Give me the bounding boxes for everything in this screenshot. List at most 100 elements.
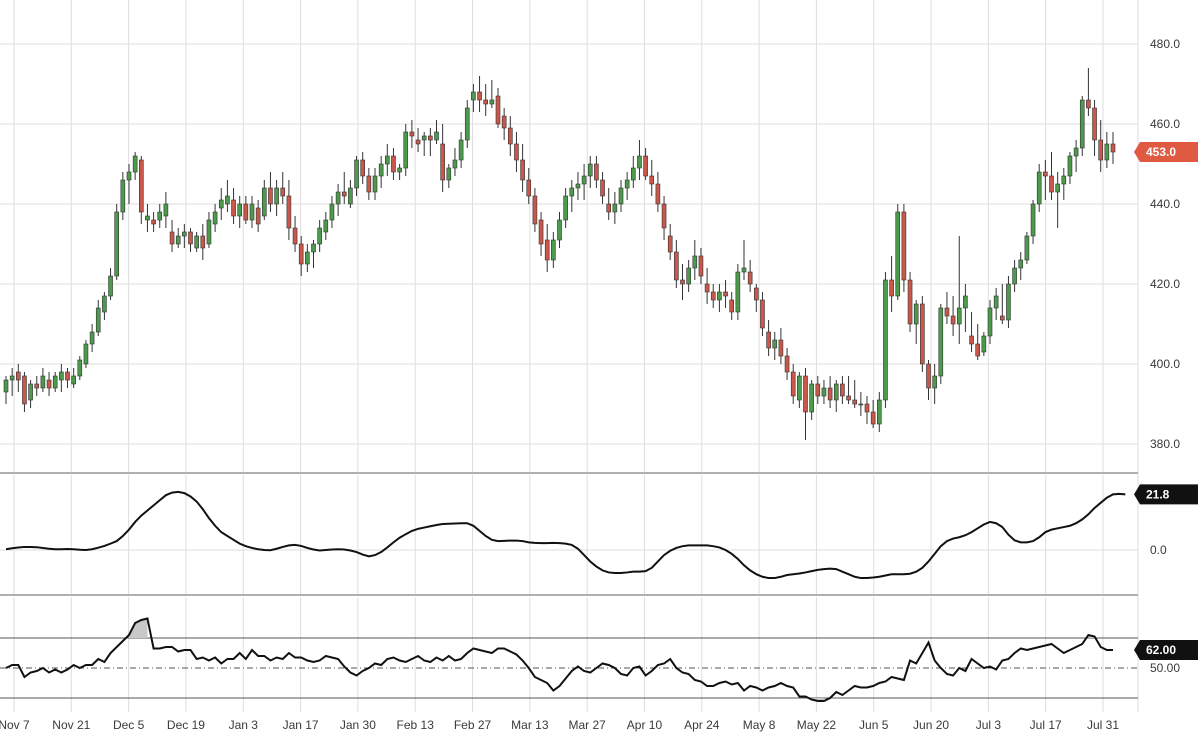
candle-body: [747, 271, 753, 285]
x-tick-label: Jan 30: [340, 718, 376, 732]
candle-body: [520, 159, 525, 181]
candle: [723, 280, 728, 308]
last-price-badge-shape: [1134, 142, 1198, 162]
candle-body: [680, 279, 685, 285]
candle: [661, 196, 667, 240]
candle: [34, 376, 40, 396]
candle-body: [594, 163, 599, 181]
candle-body: [22, 375, 27, 405]
x-tick-label: Apr 10: [627, 718, 663, 732]
candle: [938, 304, 944, 384]
x-tick-label: Jul 31: [1087, 718, 1119, 732]
rsi-value-badge-text: 62.00: [1146, 643, 1176, 657]
candle: [1049, 152, 1054, 200]
candle: [403, 124, 409, 176]
candle: [243, 196, 249, 224]
candle: [1092, 100, 1097, 156]
candle-body: [108, 275, 113, 297]
candle: [698, 248, 704, 284]
candle-body: [624, 179, 630, 189]
candle-body: [139, 159, 144, 213]
candle-body: [421, 135, 427, 141]
candle: [790, 364, 796, 404]
candle-body: [120, 179, 126, 213]
candle: [157, 204, 163, 228]
candle-body: [950, 315, 956, 325]
candle-body: [876, 399, 882, 425]
candle: [489, 80, 495, 108]
candle-body: [907, 279, 913, 325]
candle: [255, 200, 261, 232]
candle-body: [1049, 175, 1054, 193]
candle-body: [15, 371, 21, 381]
candle-body: [3, 379, 9, 393]
candle: [298, 236, 304, 276]
candle: [600, 172, 605, 204]
candle: [132, 152, 138, 180]
candle-body: [778, 339, 784, 357]
x-axis-labels: Nov 7 Nov 21 Dec 5 Dec 19 Jan 3 Jan 17 Jan 30 F…: [0, 718, 1119, 732]
candle-body: [169, 231, 175, 245]
candle-body: [698, 255, 704, 277]
candle: [1018, 252, 1024, 280]
candle-body: [926, 363, 931, 389]
candle: [1086, 68, 1091, 116]
candle: [575, 172, 581, 200]
candle: [999, 284, 1005, 324]
candle: [932, 364, 937, 404]
candle: [77, 356, 83, 380]
candle: [446, 164, 452, 188]
candle-body: [305, 251, 310, 265]
candle: [753, 284, 759, 312]
candle: [606, 188, 612, 220]
candle-body: [526, 179, 532, 197]
candle: [778, 328, 784, 364]
candle-body: [471, 91, 476, 101]
candle: [1043, 160, 1048, 200]
candle: [1067, 152, 1073, 184]
candle-body: [311, 243, 316, 253]
candle-body: [827, 387, 833, 401]
candle-body: [206, 219, 212, 245]
candle: [477, 76, 482, 112]
candle: [704, 268, 710, 304]
oscillator-value-badge-shape: [1134, 484, 1198, 505]
candle: [1110, 132, 1116, 164]
candle: [274, 180, 279, 216]
candle: [876, 392, 882, 432]
candle: [1104, 132, 1110, 168]
candle-body: [772, 339, 778, 349]
candle: [188, 228, 193, 252]
candle: [280, 172, 286, 204]
candle-body: [600, 179, 605, 197]
candle: [741, 240, 747, 280]
candle: [378, 156, 384, 188]
candle-body: [434, 131, 439, 141]
candle: [803, 368, 808, 440]
candle: [852, 380, 858, 408]
candle-body: [501, 115, 507, 129]
candle-body: [255, 207, 261, 225]
candle: [895, 204, 901, 300]
candle: [1012, 260, 1017, 292]
candle: [1061, 168, 1067, 200]
candle-body: [637, 155, 642, 169]
candle: [231, 188, 236, 224]
candle-body: [341, 191, 347, 197]
candle: [680, 264, 685, 300]
candle: [1079, 96, 1085, 156]
candle-body: [538, 219, 544, 245]
y-tick-label: 400.0: [1150, 357, 1180, 371]
y-tick-label: 50.00: [1150, 661, 1180, 675]
candle: [846, 376, 851, 404]
candle-body: [753, 287, 759, 301]
candle: [145, 204, 150, 232]
candle: [354, 156, 359, 196]
candle-body: [1067, 155, 1073, 177]
candle: [821, 380, 827, 404]
rsi-overbought-fill: [129, 618, 148, 638]
candle-body: [366, 175, 372, 193]
candle: [563, 188, 568, 228]
candle: [975, 324, 981, 360]
